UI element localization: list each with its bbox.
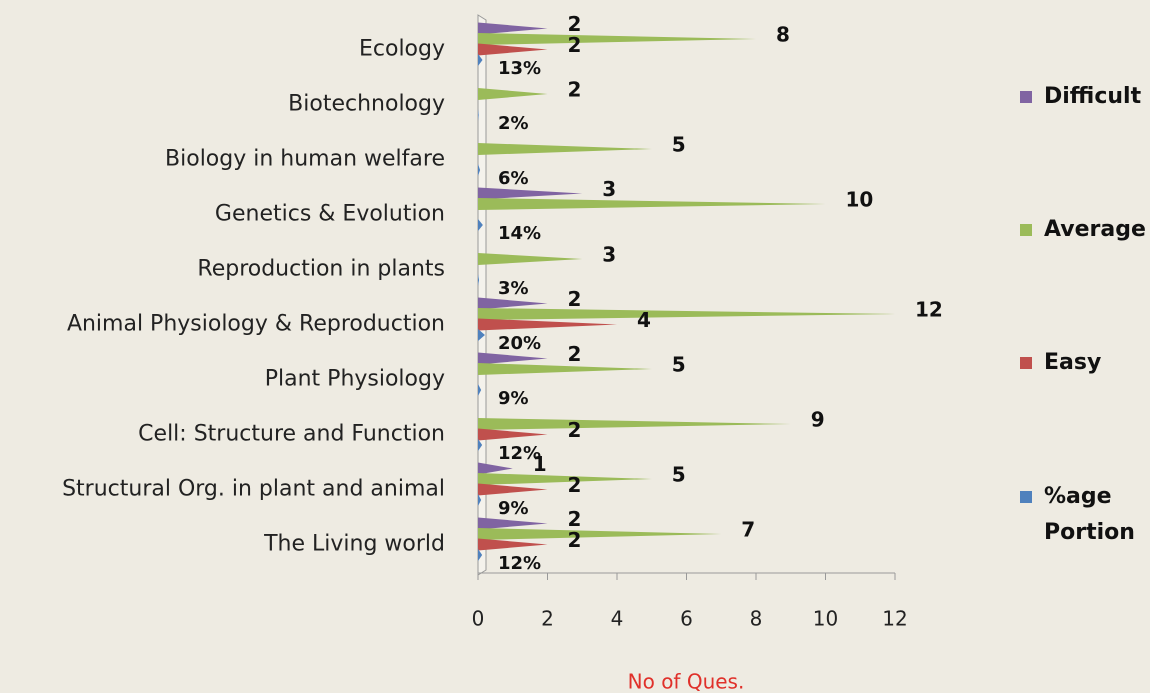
data-label: 12% [498,443,541,464]
cone-bar [478,363,652,375]
y-tick-label: Plant Physiology [265,367,445,392]
y-tick-label: Biology in human welfare [165,147,445,172]
data-label: 9 [811,408,825,432]
cone-bar [478,308,895,320]
cone-bar [478,187,583,200]
x-tick-label: 6 [680,607,693,631]
data-label: 10 [846,188,874,212]
legend-label: %age Portion [1044,484,1135,545]
cone-bar [478,219,483,231]
data-label: 2 [568,418,582,442]
cone-bar [478,517,548,530]
y-tick-label: Structural Org. in plant and animal [62,477,445,502]
data-label: 20% [498,333,541,354]
data-label: 2 [568,12,582,36]
data-label: 2 [568,33,582,57]
cone-bar [478,22,548,35]
cone-bar [478,253,583,265]
cone-bar [478,297,548,310]
data-label: 2 [568,473,582,497]
x-tick-label: 2 [541,607,554,631]
legend-swatch [1020,357,1032,369]
data-label: 2 [568,507,582,531]
data-label: 2 [568,342,582,366]
legend-swatch [1020,91,1032,103]
data-label: 2 [568,287,582,311]
cone-bar [478,143,652,155]
cone-bar [478,54,483,66]
legend-swatch [1020,224,1032,236]
cone-bar [478,329,485,341]
cone-bar [478,88,548,100]
y-tick-label: Reproduction in plants [197,257,445,282]
data-label: 8 [776,23,790,47]
cone-bar [478,198,826,210]
data-label: 5 [672,463,686,487]
legend-label: Difficult [1044,84,1142,109]
y-tick-label: Genetics & Evolution [215,202,445,227]
data-label: 4 [637,308,651,332]
cone-bar [478,494,482,506]
cone-bar [478,318,617,331]
data-label: 3 [602,177,616,201]
data-label: 3% [498,278,529,299]
y-tick-label: Animal Physiology & Reproduction [67,312,445,337]
x-axis-label: No of Ques. [628,670,745,693]
cone-bar [478,352,548,365]
data-label: 9% [498,498,529,519]
cone-bar [478,528,722,540]
cone-bar [478,462,513,475]
data-label: 7 [741,518,755,542]
x-tick-label: 10 [813,607,838,631]
cone-bar [478,33,756,45]
cone-bar [478,418,791,430]
data-label: 14% [498,223,541,244]
cone-bar [478,109,479,121]
cone-bar [478,428,548,441]
data-label: 2 [568,528,582,552]
legend-label: Easy [1044,350,1102,375]
data-label: 2% [498,113,529,134]
y-tick-label: Cell: Structure and Function [138,422,445,447]
legend-swatch [1020,491,1032,503]
legend-label: Average [1044,217,1146,242]
data-label: 12 [915,298,943,322]
data-label: 5 [672,353,686,377]
cone-bar [478,164,481,176]
cone-bar [478,274,480,286]
data-label: 1 [533,452,547,476]
cone-bar [478,538,548,551]
cone-bar [478,439,483,451]
cone-bar [478,473,652,485]
data-label: 9% [498,388,529,409]
x-tick-label: 8 [750,607,763,631]
x-tick-label: 12 [882,607,907,631]
cone-bar [478,483,548,496]
x-tick-label: 4 [611,607,624,631]
data-label: 6% [498,168,529,189]
y-tick-label: Ecology [359,37,445,62]
data-label: 13% [498,58,541,79]
data-label: 12% [498,553,541,574]
y-tick-label: Biotechnology [288,92,445,117]
y-tick-label: The Living world [263,532,445,557]
x-tick-label: 0 [472,607,485,631]
cone-bar [478,549,483,561]
data-label: 3 [602,243,616,267]
data-label: 2 [568,78,582,102]
cone-bar [478,384,482,396]
cone-bar [478,43,548,56]
data-label: 5 [672,133,686,157]
